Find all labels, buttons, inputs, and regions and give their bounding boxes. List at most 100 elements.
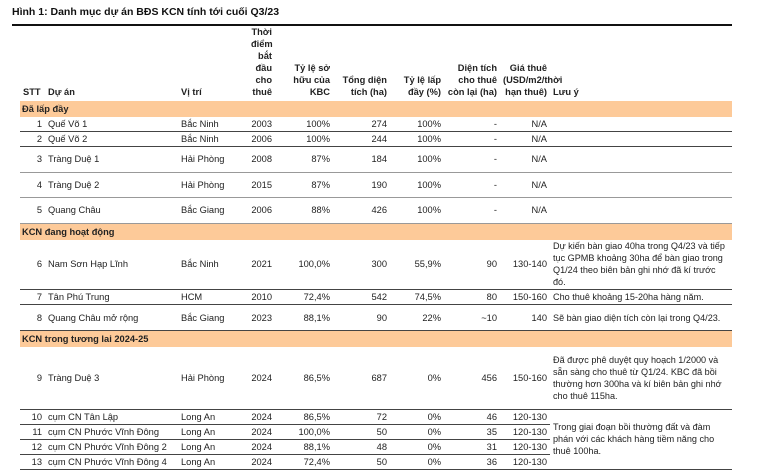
- remaining-area: 36: [444, 454, 500, 470]
- note: Dự kiến bàn giao 40ha trong Q4/23 và tiế…: [550, 239, 732, 290]
- section-label: KCN đang hoạt động: [20, 223, 732, 240]
- stt-cell: 3: [20, 146, 45, 173]
- rent-price: N/A: [500, 146, 550, 173]
- project-name: Nam Sơn Hạp Lĩnh: [45, 239, 178, 290]
- rent-price: N/A: [500, 117, 550, 132]
- project-name: Tràng Duệ 1: [45, 146, 178, 173]
- table-row: 7 Tân Phú Trung HCM 2010 72,4% 542 74,5% 80 150-…: [20, 289, 732, 305]
- occupancy: 100%: [390, 197, 444, 224]
- note: [550, 197, 732, 224]
- total-area: 72: [333, 409, 390, 425]
- stt-cell: 7: [20, 289, 45, 305]
- total-area: 190: [333, 172, 390, 198]
- note: Sẽ bàn giao diện tích còn lại trong Q4/2…: [550, 304, 732, 331]
- rent-price: 150-160: [500, 289, 550, 305]
- remaining-area: 90: [444, 239, 500, 290]
- stt-cell: 13: [20, 454, 45, 470]
- note: [550, 172, 732, 198]
- project-name: cụm CN Phước Vĩnh Đông: [45, 424, 178, 440]
- location: Long An: [178, 409, 248, 425]
- location: Hải Phòng: [178, 347, 248, 410]
- occupancy: 0%: [390, 424, 444, 440]
- remaining-area: -: [444, 197, 500, 224]
- start-year: 2023: [248, 304, 275, 331]
- total-area: 244: [333, 131, 390, 147]
- occupancy: 55,9%: [390, 239, 444, 290]
- header-start-year: Thời điểm bắt đầu cho thuê: [251, 27, 273, 97]
- table-row: 6 Nam Sơn Hạp Lĩnh Bắc Ninh 2021 100,0% 300 55…: [20, 239, 732, 290]
- start-year: 2024: [248, 454, 275, 470]
- project-name: cụm CN Phước Vĩnh Đông 4: [45, 454, 178, 470]
- location: HCM: [178, 289, 248, 305]
- table-row: 2 Quế Võ 2 Bắc Ninh 2006 100% 244 100% - N/A: [20, 131, 732, 147]
- note: [550, 146, 732, 173]
- total-area: 50: [333, 454, 390, 470]
- section-label: Đã lấp đầy: [20, 101, 732, 117]
- table-row: 9 Tràng Duệ 3 Hải Phòng 2024 86,5% 687 0% 456 15…: [20, 347, 732, 410]
- total-area: 90: [333, 304, 390, 331]
- project-name: Quế Võ 2: [45, 131, 178, 147]
- start-year: 2003: [248, 117, 275, 132]
- rent-price: N/A: [500, 172, 550, 198]
- kbc-ownership: 88%: [275, 197, 333, 224]
- header-project: Dự án: [48, 87, 75, 97]
- remaining-area: -: [444, 146, 500, 173]
- project-table: STT Dự án Vị trí Thời điểm bắt đầu cho t…: [20, 26, 732, 470]
- location: Bắc Ninh: [178, 117, 248, 132]
- kbc-ownership: 100,0%: [275, 424, 333, 440]
- note: [550, 117, 732, 132]
- location: Hải Phòng: [178, 146, 248, 173]
- total-area: 184: [333, 146, 390, 173]
- project-name: cụm CN Tân Lập: [45, 409, 178, 425]
- table-row: 4 Tràng Duệ 2 Hải Phòng 2015 87% 190 100% - N/A: [20, 172, 732, 198]
- occupancy: 100%: [390, 172, 444, 198]
- project-name: Tràng Duệ 2: [45, 172, 178, 198]
- note: [550, 131, 732, 147]
- header-notes: Lưu ý: [553, 87, 579, 97]
- occupancy: 100%: [390, 146, 444, 173]
- rent-price: 140: [500, 304, 550, 331]
- total-area: 542: [333, 289, 390, 305]
- start-year: 2006: [248, 197, 275, 224]
- header-occupancy: Tỷ lệ lấp đầy (%): [403, 75, 441, 97]
- total-area: 687: [333, 347, 390, 410]
- rent-price: 120-130: [500, 424, 550, 440]
- header-location: Vị trí: [181, 87, 202, 97]
- total-area: 274: [333, 117, 390, 132]
- header-kbc-ownership: Tỷ lệ sở hữu của KBC: [293, 63, 330, 97]
- table-row: 3 Tràng Duệ 1 Hải Phòng 2008 87% 184 100% - N/A: [20, 146, 732, 173]
- start-year: 2015: [248, 172, 275, 198]
- rent-price: N/A: [500, 131, 550, 147]
- occupancy: 100%: [390, 131, 444, 147]
- start-year: 2024: [248, 347, 275, 410]
- header-total-area: Tổng diện tích (ha): [342, 75, 387, 97]
- rent-price: 150-160: [500, 347, 550, 410]
- total-area: 426: [333, 197, 390, 224]
- header-remaining-area: Diện tích cho thuê còn lại (ha): [447, 63, 497, 97]
- kbc-ownership: 100,0%: [275, 239, 333, 290]
- rent-price: 130-140: [500, 239, 550, 290]
- note: Đã được phê duyệt quy hoạch 1/2000 và sẵ…: [550, 347, 732, 410]
- stt-cell: 8: [20, 304, 45, 331]
- rent-price: 120-130: [500, 454, 550, 470]
- project-name: Tràng Duệ 3: [45, 347, 178, 410]
- stt-cell: 6: [20, 239, 45, 290]
- start-year: 2006: [248, 131, 275, 147]
- occupancy: 0%: [390, 409, 444, 425]
- location: Bắc Giang: [178, 304, 248, 331]
- note: Cho thuê khoảng 15-20ha hàng năm.: [550, 289, 732, 305]
- total-area: 50: [333, 424, 390, 440]
- project-name: Quế Võ 1: [45, 117, 178, 132]
- table-row: 5 Quang Châu Bắc Giang 2006 88% 426 100% - N/A: [20, 197, 732, 224]
- figure-title: Hình 1: Danh mục dự án BĐS KCN tính tới …: [12, 6, 280, 18]
- kbc-ownership: 86,5%: [275, 409, 333, 425]
- remaining-area: ~10: [444, 304, 500, 331]
- table-row: 11 cụm CN Phước Vĩnh Đông Long An 2024 100,0…: [20, 424, 732, 440]
- stt-cell: 2: [20, 131, 45, 147]
- start-year: 2024: [248, 409, 275, 425]
- stt-cell: 9: [20, 347, 45, 410]
- kbc-ownership: 87%: [275, 146, 333, 173]
- table-row: 1 Quế Võ 1 Bắc Ninh 2003 100% 274 100% - N/A: [20, 117, 732, 132]
- section-label: KCN trong tương lai 2024-25: [20, 330, 732, 347]
- section-header: Đã lấp đầy: [20, 101, 732, 117]
